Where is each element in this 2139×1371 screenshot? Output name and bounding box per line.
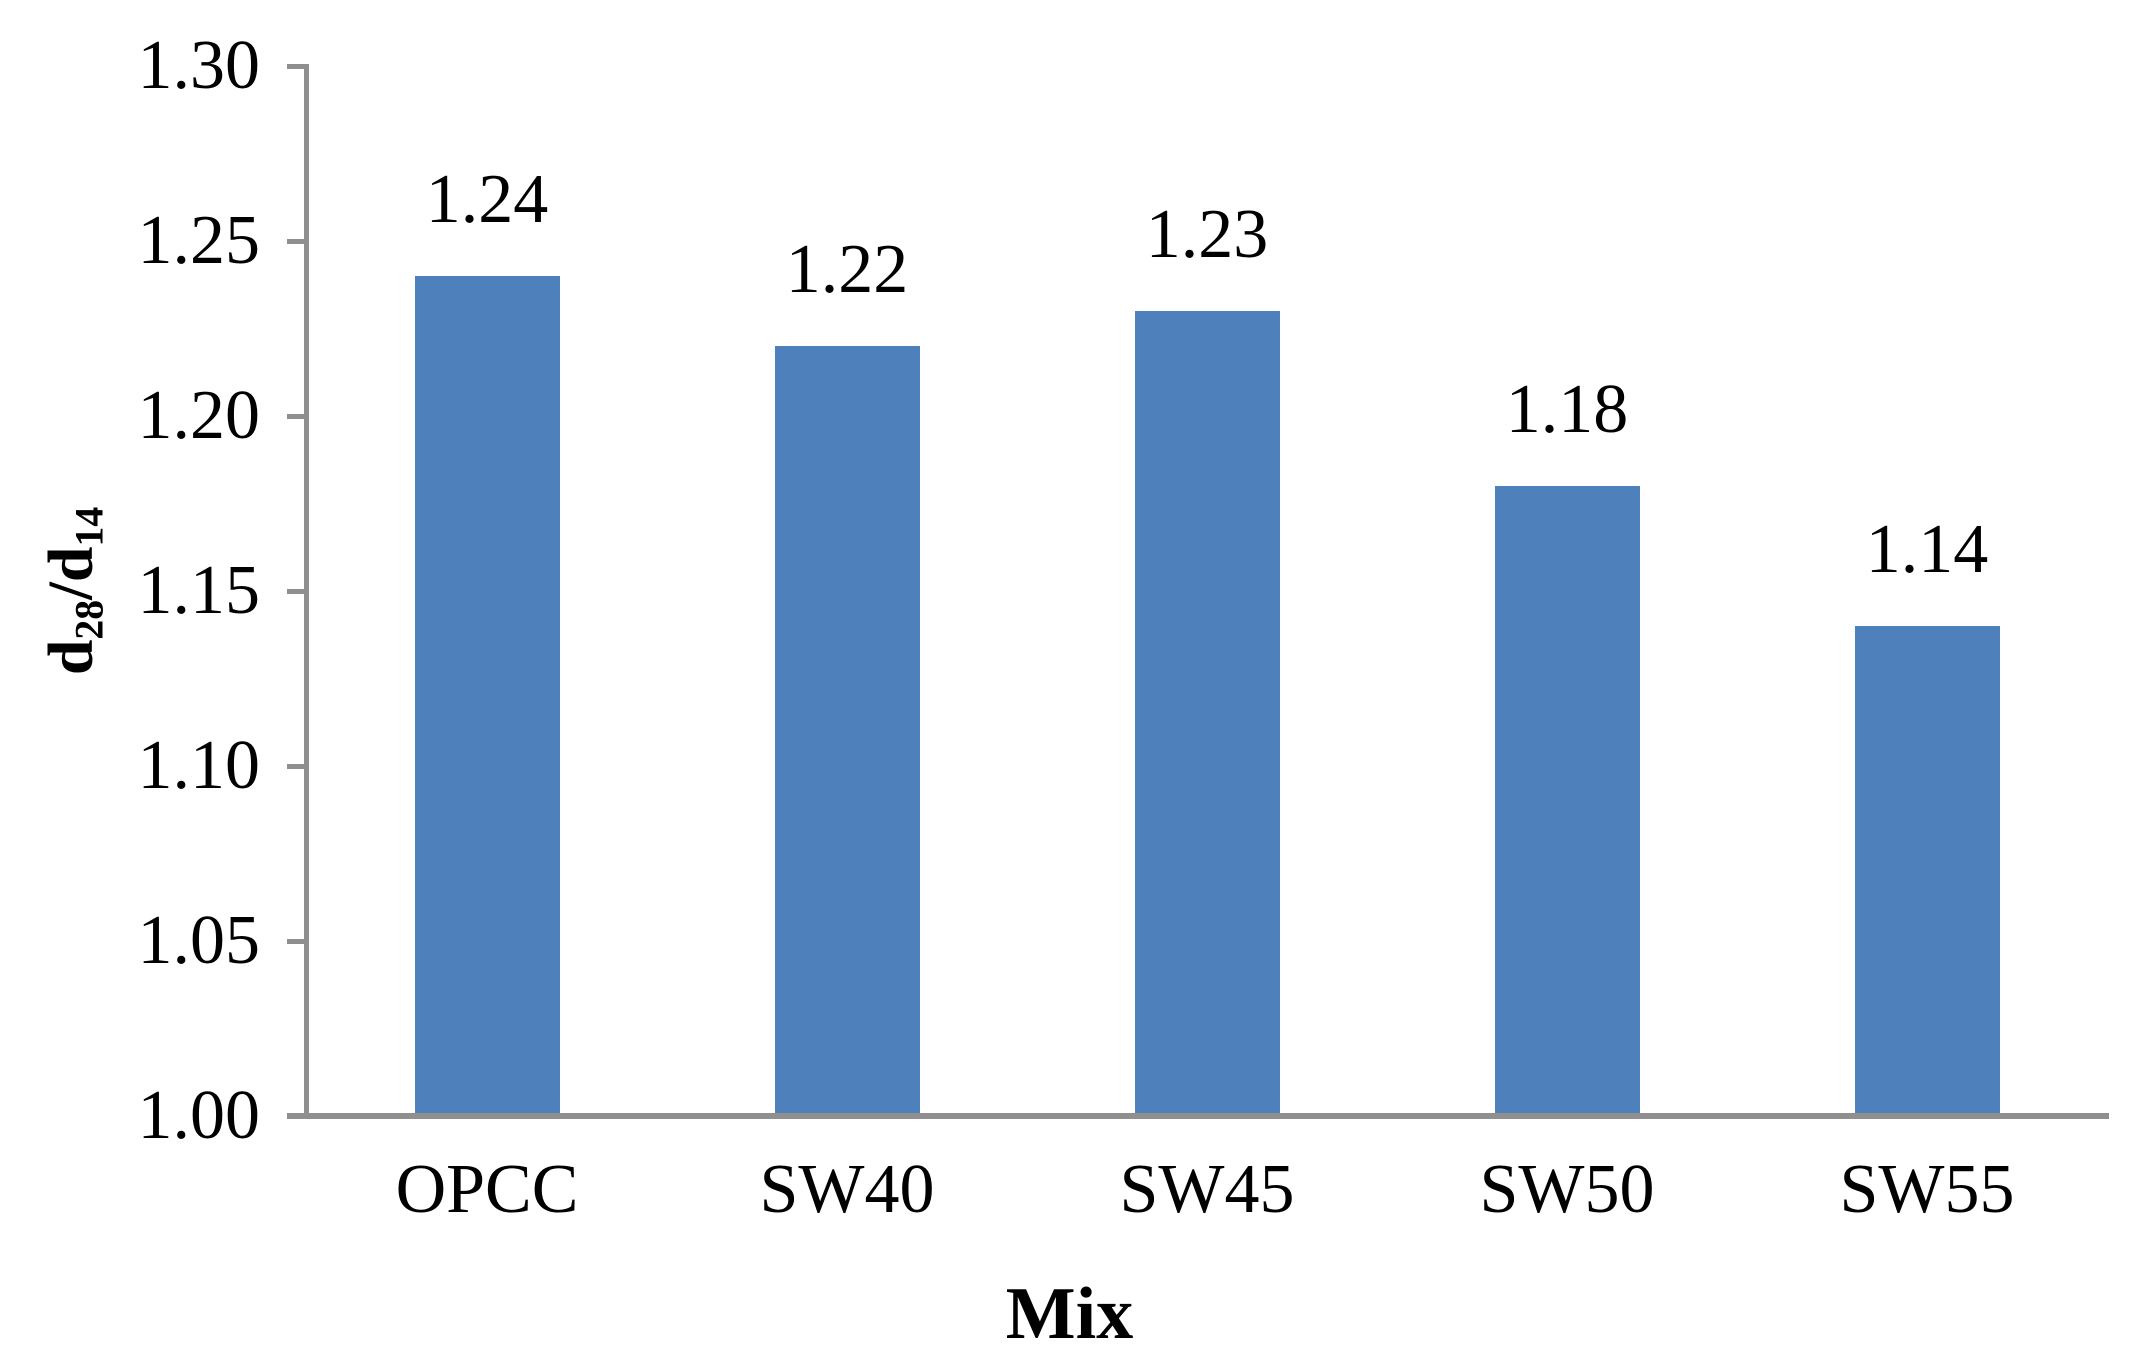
bar-opcc <box>414 276 560 1113</box>
bar-value-label: 1.23 <box>1145 196 1269 273</box>
bar-sw55 <box>1854 626 2000 1113</box>
y-axis-tick <box>287 939 307 944</box>
y-axis-tick-label: 1.20 <box>137 377 261 454</box>
y-axis-title-subscript-14: 14 <box>67 506 112 547</box>
y-axis-tick <box>287 239 307 244</box>
y-axis-tick-label: 1.15 <box>137 552 261 629</box>
y-axis-title-base: d <box>34 639 106 676</box>
y-axis-tick <box>287 414 307 419</box>
x-axis-category-label: SW55 <box>1839 1151 2015 1228</box>
bar-sw50 <box>1494 486 1640 1113</box>
bar-value-label: 1.14 <box>1865 511 1989 588</box>
y-axis-tick <box>287 64 307 69</box>
bar-sw40 <box>774 346 920 1113</box>
y-axis-tick-label: 1.25 <box>137 202 261 279</box>
y-axis-tick <box>287 764 307 769</box>
x-axis-category-label: SW50 <box>1479 1151 1655 1228</box>
x-axis-title: Mix <box>1005 1273 1134 1355</box>
y-axis-tick <box>287 1114 307 1119</box>
x-axis-category-label: SW40 <box>759 1151 935 1228</box>
bar-value-label: 1.18 <box>1505 371 1629 448</box>
y-axis-tick-label: 1.05 <box>137 902 261 979</box>
bar-value-label: 1.22 <box>785 231 909 308</box>
y-axis-tick-label: 1.30 <box>137 27 261 104</box>
x-axis-line <box>287 1113 2109 1119</box>
y-axis-tick-label: 1.00 <box>137 1077 261 1154</box>
y-axis-tick-label: 1.10 <box>137 727 261 804</box>
bar-sw45 <box>1134 311 1280 1113</box>
x-axis-category-label: SW45 <box>1119 1151 1295 1228</box>
bar-value-label: 1.24 <box>425 161 549 238</box>
y-axis-tick <box>287 589 307 594</box>
x-axis-category-label: OPCC <box>395 1151 579 1228</box>
